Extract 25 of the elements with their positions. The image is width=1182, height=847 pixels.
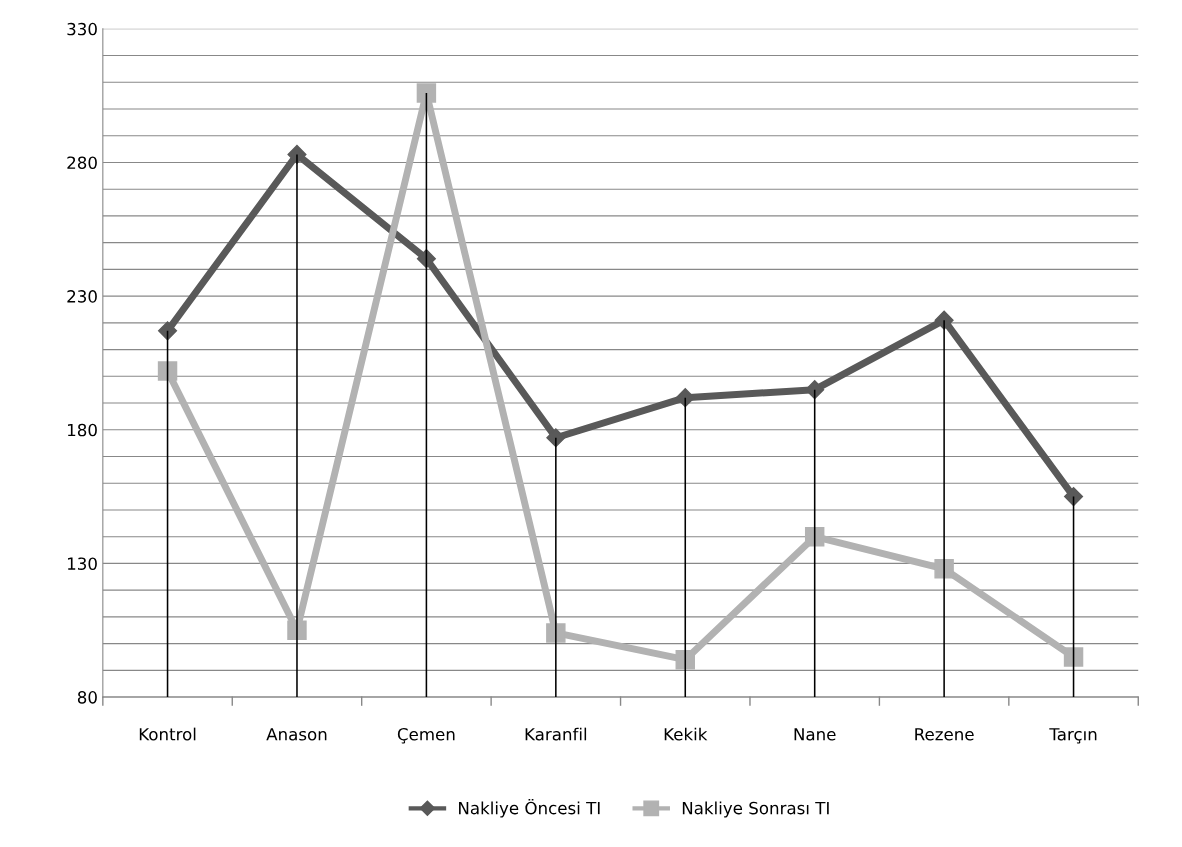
- y-tick-label: 180: [67, 423, 97, 437]
- point: [158, 321, 178, 341]
- x-tick-label: Rezene: [915, 728, 974, 741]
- point: [157, 361, 178, 381]
- point: [805, 380, 825, 400]
- point: [416, 249, 436, 269]
- y-tick-label: 130: [67, 557, 97, 570]
- x-tick-label: Çemen: [397, 727, 455, 744]
- x-tick-label: Nane: [794, 728, 836, 741]
- point: [416, 83, 437, 103]
- x-tick-label: Kekik: [664, 727, 708, 741]
- x-tick-label: Anason: [266, 728, 327, 741]
- y-tick-label: 280: [67, 156, 97, 170]
- point: [1063, 647, 1084, 667]
- y-tick-label: 330: [67, 22, 97, 36]
- y-tick-label: 80: [77, 691, 97, 704]
- point: [804, 526, 825, 547]
- x-tick-label: Tarçın: [1049, 728, 1097, 744]
- x-tick-label: Karanfil: [525, 727, 587, 741]
- legend-label: Nakliye Sonrası TI: [682, 801, 829, 818]
- point: [287, 144, 307, 164]
- point: [1064, 487, 1084, 507]
- y-tick-label: 230: [67, 290, 97, 303]
- x-tick-label: Kontrol: [139, 727, 196, 741]
- legend-label: Nakliye Öncesi TI: [459, 798, 600, 818]
